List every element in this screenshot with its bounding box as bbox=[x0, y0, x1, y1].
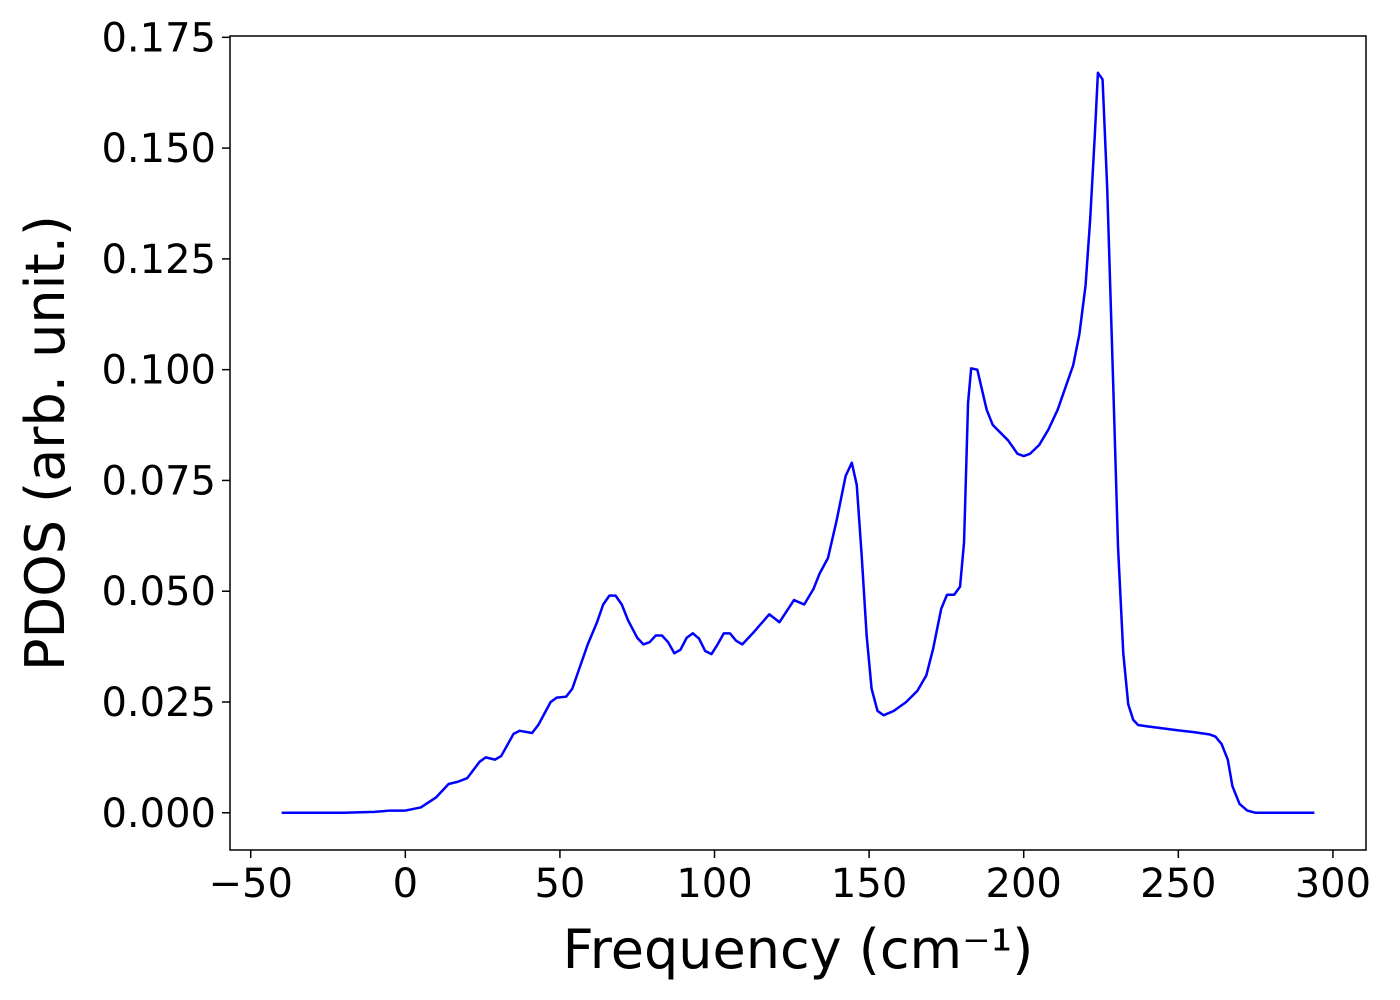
x-tick-label: 300 bbox=[1295, 861, 1371, 907]
y-tick-label: 0.175 bbox=[101, 15, 216, 61]
plot-frame bbox=[229, 35, 1367, 851]
y-tick-label: 0.100 bbox=[101, 348, 216, 394]
x-tick-label: 50 bbox=[534, 861, 585, 907]
y-tick-label: 0.075 bbox=[101, 458, 216, 504]
x-tick-label: 150 bbox=[831, 861, 907, 907]
x-tick-label: 200 bbox=[986, 861, 1062, 907]
y-tick-label: 0.125 bbox=[101, 237, 216, 283]
x-tick-label: 0 bbox=[393, 861, 418, 907]
x-tick-label: −50 bbox=[209, 861, 293, 907]
y-tick-label: 0.150 bbox=[101, 126, 216, 172]
y-tick-label: 0.000 bbox=[101, 791, 216, 837]
x-tick-label: 250 bbox=[1140, 861, 1216, 907]
y-tick-label: 0.025 bbox=[101, 680, 216, 726]
x-axis-label: Frequency (cm⁻¹) bbox=[563, 918, 1034, 981]
y-axis-label: PDOS (arb. unit.) bbox=[14, 215, 77, 671]
y-tick-label: 0.050 bbox=[101, 569, 216, 615]
x-tick-label: 100 bbox=[676, 861, 752, 907]
data-line bbox=[281, 71, 1315, 815]
